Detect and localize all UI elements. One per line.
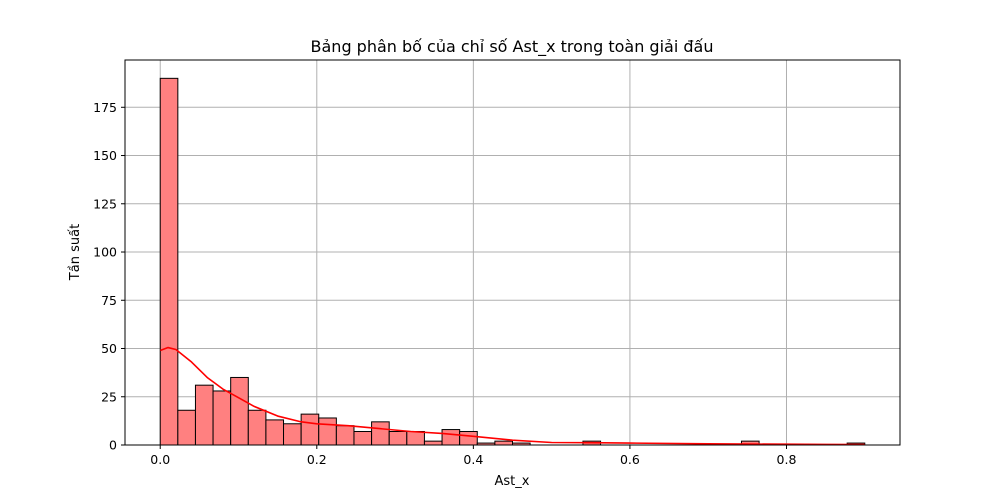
x-tick-label: 0.0 xyxy=(150,452,170,467)
histogram-bar xyxy=(265,419,285,446)
histogram-bar xyxy=(406,430,425,446)
y-axis-label: Tần suất xyxy=(68,224,83,281)
histogram-bar xyxy=(283,423,302,446)
histogram-bar xyxy=(388,430,408,446)
x-tick-label: 0.8 xyxy=(777,452,797,467)
histogram-bar xyxy=(335,425,355,446)
histogram-bar xyxy=(459,430,478,446)
histogram-bar xyxy=(353,430,373,446)
ticks-layer: 0.0 0.2 0.4 0.6 0.8 0 25 50 75 100 125 150 175 xyxy=(93,100,796,467)
histogram-bar xyxy=(300,413,320,446)
x-tick-label: 0.6 xyxy=(620,452,640,467)
histogram-bar xyxy=(212,390,232,446)
y-tick-label: 100 xyxy=(93,245,117,260)
histogram-bar xyxy=(441,429,461,446)
x-tick-label: 0.4 xyxy=(463,452,483,467)
histogram-bar xyxy=(494,440,513,446)
histogram-bar xyxy=(371,421,390,446)
y-tick-label: 150 xyxy=(93,148,117,163)
y-tick-label: 125 xyxy=(93,196,117,211)
histogram-bar xyxy=(177,409,196,446)
kde-layer xyxy=(159,346,865,446)
histogram-bar xyxy=(423,440,443,446)
chart-title: Bảng phân bố của chỉ số Ast_x trong toàn… xyxy=(311,37,714,57)
bars-layer xyxy=(159,77,866,446)
histogram-bar xyxy=(159,77,179,446)
histogram-bar xyxy=(194,384,214,446)
y-tick-label: 75 xyxy=(101,293,117,308)
histogram-bar xyxy=(247,409,267,446)
histogram-bar xyxy=(230,376,249,446)
y-tick-label: 0 xyxy=(109,438,117,453)
y-tick-label: 175 xyxy=(93,100,117,115)
y-tick-label: 50 xyxy=(101,341,117,356)
x-tick-label: 0.2 xyxy=(307,452,327,467)
y-tick-label: 25 xyxy=(101,389,117,404)
histogram-bar xyxy=(318,417,337,446)
x-axis-label: Ast_x xyxy=(495,474,530,489)
kde-line xyxy=(159,346,865,446)
